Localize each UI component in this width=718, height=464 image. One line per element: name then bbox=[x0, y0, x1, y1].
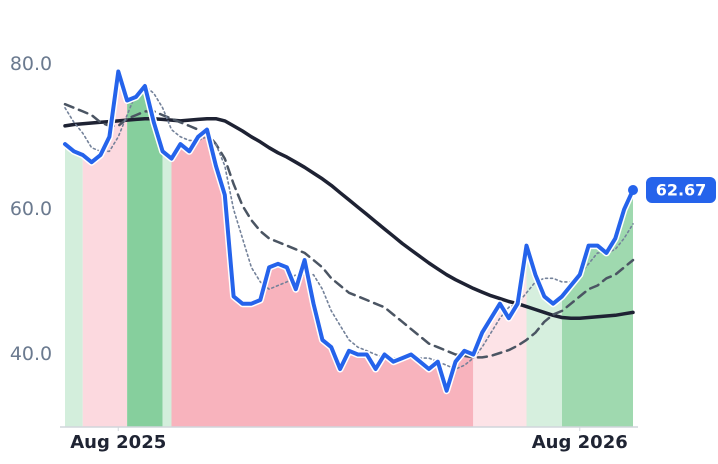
regime-band bbox=[82, 71, 128, 427]
series-line bbox=[63, 102, 635, 359]
regime-band bbox=[162, 151, 172, 427]
x-tick-label: Aug 2025 bbox=[70, 432, 166, 453]
series-line bbox=[63, 116, 635, 320]
regime-band bbox=[65, 144, 83, 427]
y-tick-label: 40.0 bbox=[10, 343, 52, 365]
regime-band bbox=[562, 189, 633, 427]
last-value-label: 62.67 bbox=[656, 180, 707, 199]
regime-band bbox=[171, 129, 474, 427]
regime-band bbox=[473, 245, 527, 427]
x-tick-label: Aug 2026 bbox=[532, 432, 628, 453]
last-value-badge bbox=[646, 176, 716, 203]
regime-band bbox=[127, 86, 163, 427]
regime-band bbox=[526, 245, 562, 427]
y-tick-label: 80.0 bbox=[10, 53, 52, 75]
series-line bbox=[63, 69, 635, 393]
y-tick-label: 60.0 bbox=[10, 198, 52, 220]
last-point bbox=[628, 184, 638, 195]
